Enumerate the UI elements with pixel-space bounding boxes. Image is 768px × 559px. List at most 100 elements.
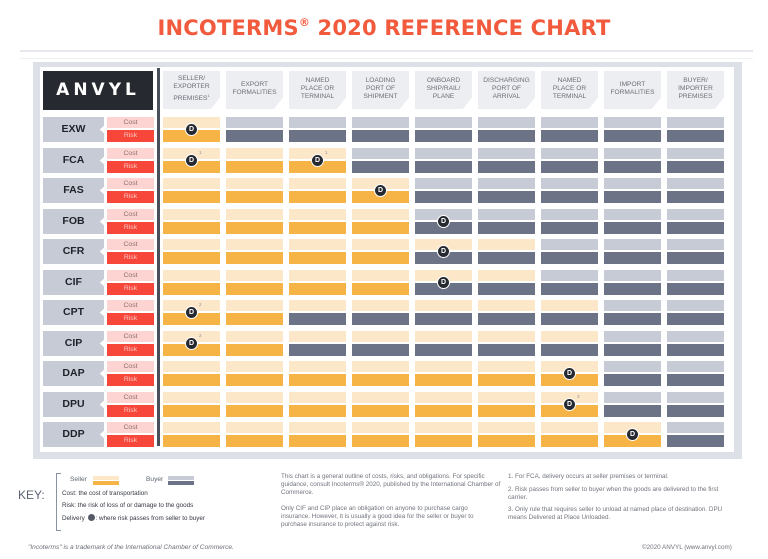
- matrix-cell: [226, 300, 283, 325]
- trademark-notice: "Incoterms" is a trademark of the Intern…: [28, 544, 234, 551]
- risk-tag: Risk: [107, 283, 154, 295]
- buyer-risk-bar: [541, 161, 598, 173]
- seller-risk-bar: [226, 283, 283, 295]
- buyer-cost-bar: [541, 270, 598, 281]
- seller-cost-bar: [289, 178, 346, 189]
- seller-cost-bar: [352, 422, 409, 433]
- seller-risk-bar: [163, 405, 220, 417]
- buyer-risk-bar: [604, 313, 661, 325]
- seller-cost-bar: [352, 239, 409, 250]
- seller-cost-bar: [352, 331, 409, 342]
- matrix-cell: [352, 392, 409, 417]
- matrix-cell: [478, 117, 535, 142]
- matrix-cell: [541, 209, 598, 234]
- buyer-risk-bar: [667, 191, 724, 203]
- seller-cost-bar: [163, 422, 220, 433]
- seller-cost-bar: [163, 239, 220, 250]
- buyer-cost-bar: [478, 178, 535, 189]
- buyer-cost-bar: [667, 239, 724, 250]
- matrix-cell: [289, 178, 346, 203]
- matrix-cell: [478, 148, 535, 173]
- buyer-risk-bar: [415, 252, 472, 264]
- incoterm-label-cfr: CFR: [43, 239, 104, 264]
- matrix-cell: [226, 422, 283, 447]
- matrix-cell: [604, 178, 661, 203]
- delivery-marker-icon: [87, 514, 95, 521]
- footnote-1: 1. For FCA, delivery occurs at seller pr…: [508, 473, 669, 480]
- seller-cost-bar: [226, 392, 283, 403]
- delivery-marker-icon: D: [563, 367, 576, 380]
- incoterm-label-cip: CIP: [43, 331, 104, 356]
- seller-cost-bar: [226, 178, 283, 189]
- seller-risk-bar: [352, 435, 409, 447]
- matrix-cell: [478, 300, 535, 325]
- matrix-cell: [541, 331, 598, 356]
- matrix-cell: [667, 239, 724, 264]
- seller-cost-bar: [226, 300, 283, 311]
- matrix-cell: [163, 392, 220, 417]
- footnote-2: 2. Risk passes from seller to buyer when…: [508, 486, 719, 501]
- matrix-cell: [478, 178, 535, 203]
- seller-risk-bar: [163, 222, 220, 234]
- matrix-cell: [352, 270, 409, 295]
- seller-risk-bar: [478, 374, 535, 386]
- matrix-cell: [667, 331, 724, 356]
- delivery-marker-icon: D: [185, 306, 198, 319]
- buyer-cost-bar: [541, 178, 598, 189]
- seller-cost-bar: [352, 209, 409, 220]
- matrix-cell: [289, 239, 346, 264]
- seller-cost-bar: [478, 361, 535, 372]
- matrix-cell: [478, 422, 535, 447]
- risk-tag: Risk: [107, 374, 154, 386]
- buyer-risk-bar: [352, 130, 409, 142]
- seller-risk-bar: [163, 252, 220, 264]
- anvyl-logo: ANVYL: [43, 71, 153, 110]
- footnote-ref: 2: [199, 333, 202, 338]
- matrix-cell: [415, 300, 472, 325]
- footnote-ref: 2: [199, 302, 202, 307]
- buyer-risk-bar: [541, 283, 598, 295]
- cost-tag: Cost: [107, 270, 154, 281]
- cost-tag: Cost: [107, 239, 154, 250]
- seller-cost-bar: [226, 148, 283, 159]
- matrix-cell: [163, 361, 220, 386]
- seller-risk-bar: [163, 191, 220, 203]
- matrix-cell: [415, 331, 472, 356]
- buyer-cost-bar: [604, 209, 661, 220]
- matrix-cell: [604, 209, 661, 234]
- copyright: ©2020 ANVYL (www.anvyl.com): [642, 544, 732, 551]
- buyer-risk-bar: [478, 161, 535, 173]
- matrix-cell: [604, 270, 661, 295]
- buyer-risk-bar: [604, 283, 661, 295]
- buyer-cost-bar: [604, 361, 661, 372]
- matrix-cell: [604, 392, 661, 417]
- seller-cost-bar: [478, 300, 535, 311]
- buyer-risk-bar: [289, 313, 346, 325]
- matrix-cell: [667, 361, 724, 386]
- buyer-risk-bar: [289, 344, 346, 356]
- matrix-cell: [604, 331, 661, 356]
- seller-risk-bar: [352, 283, 409, 295]
- matrix-cell: [604, 117, 661, 142]
- buyer-risk-bar: [667, 283, 724, 295]
- cost-tag: Cost: [107, 392, 154, 403]
- matrix-cell: [604, 239, 661, 264]
- cost-tag: Cost: [107, 422, 154, 433]
- key-risk-definition: Risk: the risk of loss of or damage to t…: [62, 502, 194, 509]
- matrix-cell: [352, 300, 409, 325]
- buyer-risk-bar: [478, 344, 535, 356]
- cost-tag: Cost: [107, 361, 154, 372]
- footnote-ref: 1: [199, 150, 202, 155]
- matrix-cell: [415, 117, 472, 142]
- buyer-risk-bar: [667, 222, 724, 234]
- seller-risk-bar: [289, 161, 346, 173]
- cost-tag: Cost: [107, 178, 154, 189]
- seller-risk-bar: [163, 344, 220, 356]
- buyer-risk-bar: [415, 313, 472, 325]
- seller-cost-bar: [163, 178, 220, 189]
- seller-cost-bar: [163, 117, 220, 128]
- matrix-cell: [604, 361, 661, 386]
- risk-tag: Risk: [107, 161, 154, 173]
